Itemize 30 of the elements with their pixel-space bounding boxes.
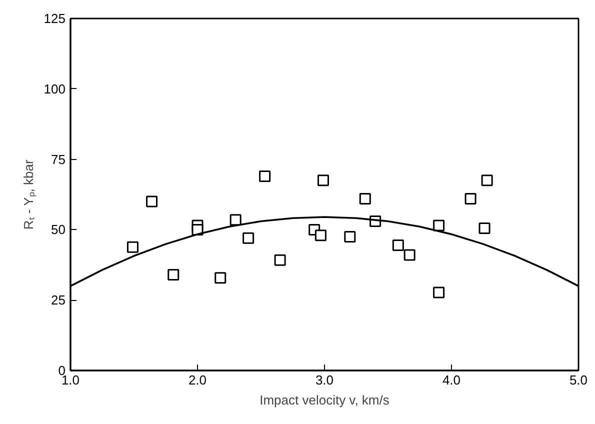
- point: [259, 170, 271, 182]
- y-tick-label: 75: [51, 152, 66, 167]
- y-tick-label: 25: [51, 292, 66, 308]
- point: [464, 192, 476, 204]
- y-tick-label: 125: [44, 11, 66, 26]
- y-axis-title: Rₜ - Yₚ, kbar: [20, 159, 37, 230]
- point: [146, 196, 158, 208]
- y-tick-label: 100: [44, 81, 66, 96]
- point: [168, 269, 180, 281]
- point: [214, 272, 226, 284]
- point: [314, 230, 326, 242]
- point: [317, 174, 329, 186]
- x-tick-label: 5.0: [569, 372, 588, 388]
- point: [242, 232, 254, 244]
- point: [392, 239, 404, 251]
- point: [433, 220, 445, 232]
- point: [433, 286, 445, 298]
- x-tick-label: 2.0: [188, 372, 207, 388]
- x-tick-label: 4.0: [442, 372, 461, 388]
- x-axis-title: Impact velocity v, km/s: [260, 392, 390, 408]
- point: [344, 230, 356, 242]
- point: [478, 222, 490, 234]
- point: [274, 254, 286, 266]
- y-tick-label: 50: [51, 222, 66, 238]
- point: [126, 241, 138, 253]
- x-tick-label: 3.0: [315, 372, 334, 388]
- point: [481, 174, 493, 186]
- point: [230, 214, 242, 226]
- point: [404, 249, 416, 261]
- point: [359, 192, 371, 204]
